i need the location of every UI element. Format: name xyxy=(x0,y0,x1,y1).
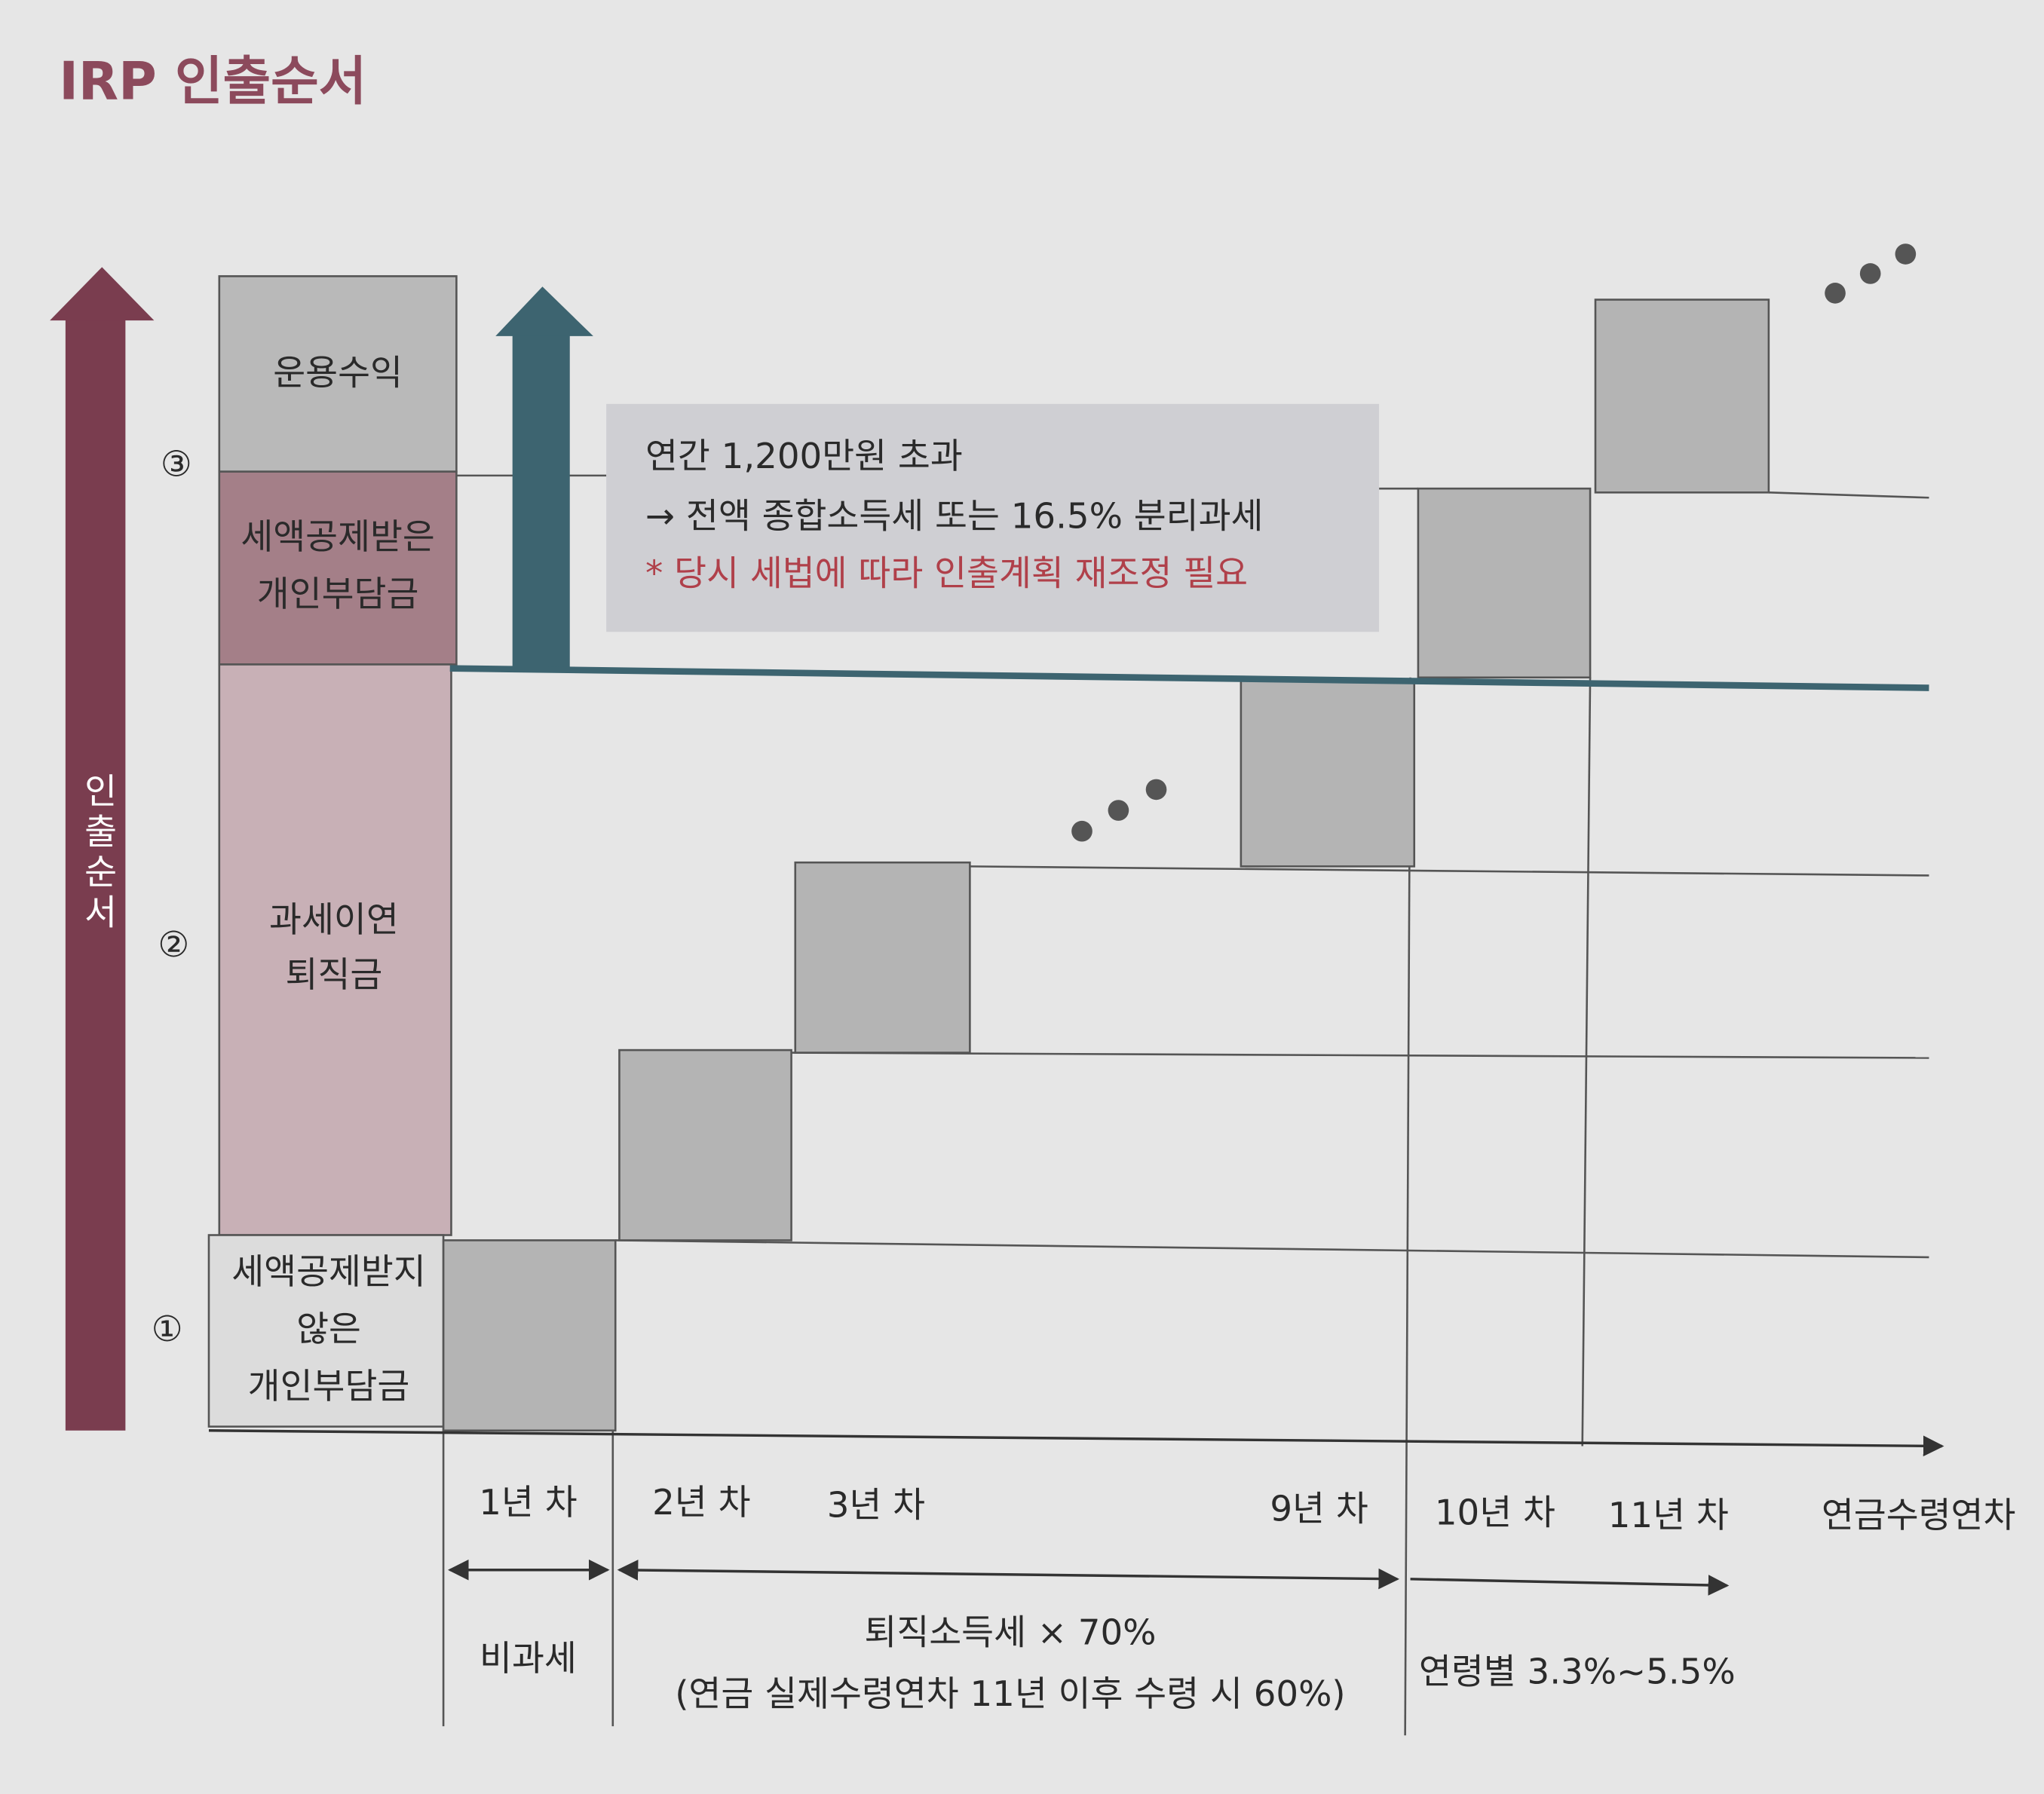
year-block xyxy=(794,861,971,1054)
year-label: 11년 차 xyxy=(1608,1496,1729,1536)
stack-label: 과세이연 xyxy=(269,900,399,941)
tax-label: (연금 실제수령연차 11년 이후 수령 시 60%) xyxy=(675,1674,1345,1715)
time-axis xyxy=(208,1429,1944,1457)
stack-box xyxy=(218,663,452,1236)
order-arrow: 인출순서 xyxy=(50,267,155,1431)
title: IRP 인출순서 xyxy=(59,51,366,112)
year-block xyxy=(1417,487,1592,679)
stack-label: 운용수익 xyxy=(273,353,403,393)
note-line: → 전액 종합소득세 또는 16.5% 분리과세 xyxy=(645,496,1263,537)
year-label: 연금수령연차 xyxy=(1822,1496,2016,1536)
year-label: 2년 차 xyxy=(652,1483,750,1523)
marker: ② xyxy=(158,925,189,966)
note-line: 연간 1,200만원 초과 xyxy=(645,436,963,477)
marker: ③ xyxy=(161,444,192,485)
note-box xyxy=(606,403,1380,632)
stack-label: 개인부담금 xyxy=(257,574,419,615)
year-block xyxy=(1594,298,1770,494)
stack-label: 세액공제받은 xyxy=(241,517,435,558)
stack-label: 퇴직금 xyxy=(286,955,383,996)
year-block xyxy=(442,1239,617,1432)
year-label: 9년 차 xyxy=(1270,1489,1368,1529)
tax-label: 퇴직소득세 × 70% xyxy=(864,1613,1156,1654)
stack-box xyxy=(207,1234,445,1428)
ellipsis-dots xyxy=(1071,243,1917,842)
year-label: 3년 차 xyxy=(827,1485,925,1526)
tax-label: 연령별 3.3%~5.5% xyxy=(1419,1652,1736,1692)
note-warning: * 당시 세법에 따라 인출계획 재조정 필요 xyxy=(645,553,1248,594)
stack-box xyxy=(218,470,458,666)
marker: ① xyxy=(152,1309,183,1350)
threshold xyxy=(449,286,1929,691)
year-block xyxy=(1240,678,1416,868)
year-label: 1년 차 xyxy=(479,1483,577,1523)
stack-label: 개인부담금 xyxy=(248,1367,410,1407)
stack-label: 세액공제받지 xyxy=(231,1252,426,1293)
tax-label: 비과세 xyxy=(480,1639,577,1679)
order-label: 인출순서 xyxy=(77,773,118,934)
year-label: 10년 차 xyxy=(1435,1493,1555,1534)
stack-box xyxy=(218,275,458,473)
stack-label: 않은 xyxy=(296,1309,361,1350)
period-arrows xyxy=(447,1559,1730,1596)
year-block xyxy=(618,1049,792,1241)
